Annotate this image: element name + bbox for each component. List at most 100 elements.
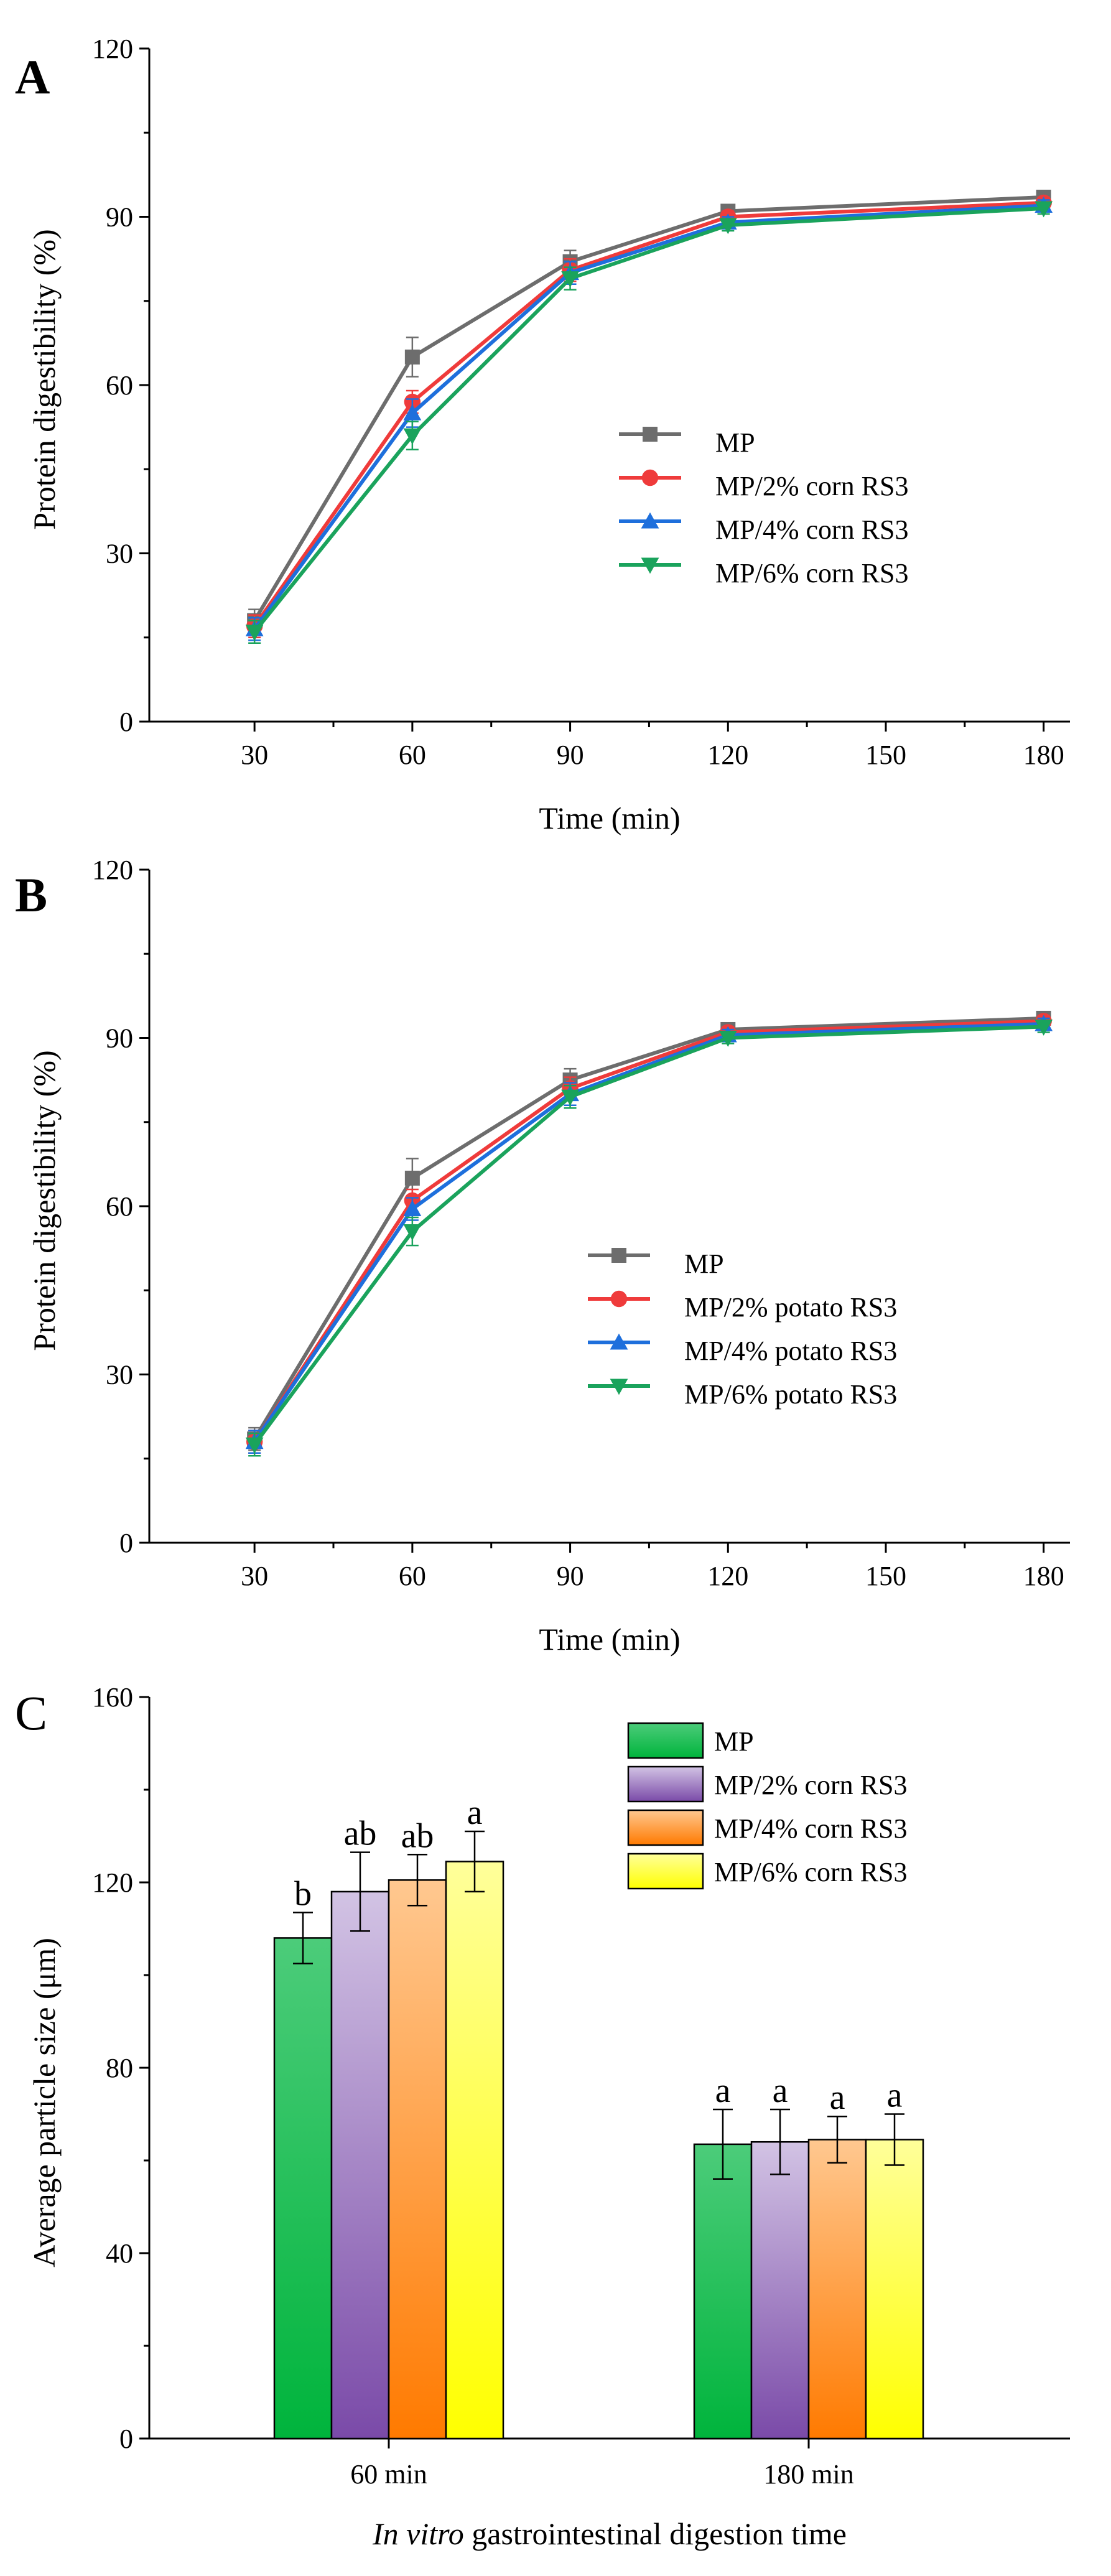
panel-a-y-tick-label-1: 30	[106, 539, 133, 569]
panel-c-legend-swatch-1	[627, 1765, 704, 1803]
panel-c-sig-letter-0-3: a	[467, 1793, 483, 1832]
panel-b-series-2-line	[253, 1021, 1044, 1443]
panel-c-legend-label-0: MP	[714, 1726, 754, 1757]
panel-c-y-tick-label-2: 80	[106, 2053, 133, 2083]
panel-label-a: A	[15, 50, 50, 104]
panel-label-c: C	[15, 1686, 47, 1740]
panel-b-x-tick-label-2: 90	[557, 1561, 584, 1591]
panel-c-sig-letter-0-2: ab	[401, 1816, 434, 1855]
panel-c-bar-1-3	[865, 2139, 924, 2440]
panel-b-legend-label-0: MP	[684, 1248, 724, 1279]
panel-a-series-3	[245, 201, 1053, 644]
panel-b-x-tick-label-4: 150	[865, 1561, 906, 1591]
panel-c-bar-1-2	[807, 2139, 867, 2440]
panel-b-series-3-point-2	[561, 1089, 579, 1106]
panel-a-series-2	[245, 197, 1053, 641]
panel-c-x-tick-label-1: 180 min	[763, 2459, 853, 2490]
panel-a-y-tick-label-0: 0	[119, 707, 133, 737]
panel-a-legend-marker-1	[641, 469, 659, 486]
panel-b-legend-label-3: MP/6% potato RS3	[684, 1379, 897, 1410]
panel-a-x-tick-label-1: 60	[399, 740, 426, 770]
panel-c-sig-letter-1-0: a	[715, 2071, 731, 2110]
panel-a-series-2-point-1	[403, 404, 422, 421]
panel-b-y-tick-label-2: 60	[106, 1191, 133, 1222]
panel-a-legend-item-2: MP/4% corn RS3	[619, 512, 908, 545]
panel-c-legend: MP MP/2% corn RS3 MP/4% corn RS3 MP/6% c…	[627, 1722, 907, 1890]
panel-b-legend-label-1: MP/2% potato RS3	[684, 1292, 897, 1323]
panel-a-x-tick-label-2: 90	[557, 740, 584, 770]
panel-c-ylabel: Average particle size (μm)	[27, 1938, 62, 2267]
panel-c-sig-letter-1-3: a	[887, 2076, 903, 2115]
panel-c-bar-0-1	[330, 1890, 390, 2440]
panel-b-series-0-line	[253, 1016, 1044, 1440]
panel-b-y-tick-label-4: 120	[92, 855, 133, 885]
panel-b-x-tick-label-0: 30	[241, 1561, 268, 1591]
panel-a-legend: MP MP/2% corn RS3 MP/4% corn RS3 MP/6% c…	[619, 427, 908, 588]
panel-a-legend-label-0: MP	[715, 427, 755, 458]
panel-a-series-3-point-3	[718, 218, 737, 235]
panel-a-series-3-point-1	[403, 428, 422, 445]
panel-label-b: B	[15, 868, 47, 922]
panel-a-y-tick-label-3: 90	[106, 202, 133, 233]
panel-a-xlabel: Time (min)	[539, 801, 680, 835]
panel-b-plot: 0 30 60 90 120 30 60 90 120 150 180	[92, 855, 1070, 1591]
panel-c-xlabel: In vitro gastrointestinal digestion time	[372, 2516, 847, 2551]
panel-b-series-3	[245, 1019, 1053, 1457]
panel-b-series-0-point-1	[404, 1170, 420, 1186]
panel-b-y-tick-label-3: 90	[106, 1023, 133, 1054]
panel-b-x-tick-label-5: 180	[1023, 1561, 1064, 1591]
panel-a-ylabel: Protein digestibility (%)	[27, 229, 62, 529]
panel-a-plot: 0 30 60 90 120 30 60 90 120 150 180	[92, 34, 1070, 770]
panel-b-series-3-point-3	[718, 1030, 737, 1047]
panel-a-series-3-point-2	[561, 271, 579, 288]
panel-c-bar-1-1	[750, 2141, 810, 2440]
panel-b-series-3-point-1	[403, 1224, 422, 1240]
panel-b-legend-item-2: MP/4% potato RS3	[588, 1333, 897, 1366]
panel-b-legend-marker-1	[610, 1290, 628, 1308]
panel-b-legend-item-3: MP/6% potato RS3	[588, 1379, 897, 1410]
panel-c-legend-item-1: MP/2% corn RS3	[627, 1765, 907, 1803]
panel-b-legend-marker-3	[610, 1379, 628, 1395]
panel-c-legend-item-0: MP	[627, 1722, 754, 1759]
panel-a-series-3-point-0	[245, 625, 264, 641]
panel-b-series-2-point-1	[403, 1200, 422, 1217]
panel-a-y-tick-label-2: 60	[106, 370, 133, 401]
panel-a-legend-marker-3	[641, 557, 659, 574]
panel-c-bar-0-2	[388, 1879, 447, 2440]
panel-a-series-3-point-4	[1034, 201, 1053, 218]
panel-c-bar-0-0	[273, 1937, 333, 2440]
panel-a-y-tick-label-4: 120	[92, 34, 133, 64]
panel-b-legend-label-2: MP/4% potato RS3	[684, 1336, 897, 1366]
panel-c-legend-item-2: MP/4% corn RS3	[627, 1809, 907, 1846]
panel-a-legend-item-1: MP/2% corn RS3	[619, 469, 908, 501]
panel-b-legend-marker-0	[611, 1248, 626, 1263]
panel-c-legend-swatch-2	[627, 1809, 704, 1846]
panel-b: B 0 30 60 90 120 30 60 90 120 150 180 Time (min) P…	[15, 855, 1070, 1657]
panel-b-ylabel: Protein digestibility (%)	[27, 1050, 62, 1351]
panel-b-series-3-line	[253, 1025, 1044, 1446]
panel-a-x-tick-label-3: 120	[707, 740, 748, 770]
panel-a-x-tick-label-5: 180	[1023, 740, 1064, 770]
panel-c-sig-letter-1-2: a	[830, 2078, 845, 2117]
panel-c-sig-letter-0-1: ab	[344, 1815, 377, 1853]
panel-b-x-tick-label-1: 60	[399, 1561, 426, 1591]
panel-a-legend-label-3: MP/6% corn RS3	[715, 558, 908, 588]
panel-a-series-0-line	[253, 195, 1044, 622]
panel-c-xlabel-rest: gastrointestinal digestion time	[464, 2516, 847, 2551]
panel-b-series-3-point-0	[245, 1437, 264, 1454]
panel-b-legend: MP MP/2% potato RS3 MP/4% potato RS3 MP/…	[588, 1248, 897, 1410]
panel-b-legend-item-1: MP/2% potato RS3	[588, 1290, 897, 1323]
panel-b-xlabel: Time (min)	[539, 1622, 680, 1657]
panel-a-legend-item-0: MP	[619, 427, 755, 458]
panel-c-y-tick-label-4: 160	[92, 1682, 133, 1713]
panel-b-series-1-line	[253, 1019, 1044, 1443]
panel-b-series-3-point-4	[1034, 1019, 1053, 1036]
panel-b-y-tick-label-1: 30	[106, 1360, 133, 1390]
panel-c-y-tick-label-3: 120	[92, 1867, 133, 1898]
panel-a-x-tick-label-0: 30	[241, 740, 268, 770]
panel-a-x-tick-label-4: 150	[865, 740, 906, 770]
panel-a-series-0-point-1	[404, 349, 420, 365]
